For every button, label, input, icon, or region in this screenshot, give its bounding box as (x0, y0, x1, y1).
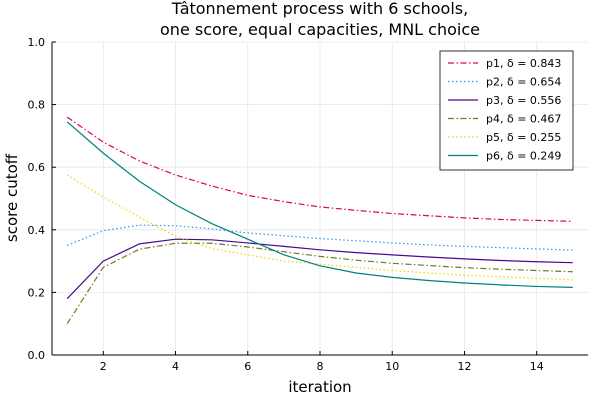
y-tick-label: 0.6 (28, 161, 46, 174)
x-axis-label: iteration (288, 378, 351, 396)
series-line-p2 (66, 224, 573, 251)
y-tick-label: 0.2 (28, 286, 46, 299)
x-tick-label: 6 (244, 360, 251, 373)
series-line-p1 (66, 116, 573, 222)
chart-title-line1: Tâtonnement process with 6 schools, (171, 0, 468, 18)
series-line-p3 (66, 238, 573, 300)
x-tick-label: 10 (385, 360, 399, 373)
y-tick-label: 1.0 (28, 36, 46, 49)
series-line-p4 (66, 242, 573, 325)
legend-label-p1: p1, δ = 0.843 (486, 57, 561, 70)
legend-label-p3: p3, δ = 0.556 (486, 94, 561, 107)
x-tick-label: 8 (317, 360, 324, 373)
x-tick-labels: 2 4 6 8 10 12 14 (100, 351, 544, 373)
y-axis-label: score cutoff (3, 153, 21, 242)
series-lines (66, 116, 573, 325)
legend-box (439, 50, 574, 171)
x-tick-label: 12 (457, 360, 471, 373)
y-tick-labels: 0.0 0.2 0.4 0.6 0.8 1.0 (28, 36, 56, 362)
legend-label-p2: p2, δ = 0.654 (486, 76, 561, 89)
legend-label-p5: p5, δ = 0.255 (486, 131, 561, 144)
series-line-p6 (66, 121, 573, 288)
series-line-p5 (66, 174, 573, 281)
x-tick-label: 2 (100, 360, 107, 373)
y-tick-label: 0.8 (28, 99, 46, 112)
x-tick-label: 4 (172, 360, 179, 373)
chart-title-line2: one score, equal capacities, MNL choice (160, 20, 480, 39)
y-tick-label: 0.0 (28, 349, 46, 362)
x-tick-label: 14 (530, 360, 544, 373)
legend-label-p4: p4, δ = 0.467 (486, 113, 561, 126)
y-tick-label: 0.4 (28, 224, 46, 237)
legend: p1, δ = 0.843 p2, δ = 0.654 p3, δ = 0.556 p… (439, 50, 574, 171)
legend-label-p6: p6, δ = 0.249 (486, 150, 561, 163)
